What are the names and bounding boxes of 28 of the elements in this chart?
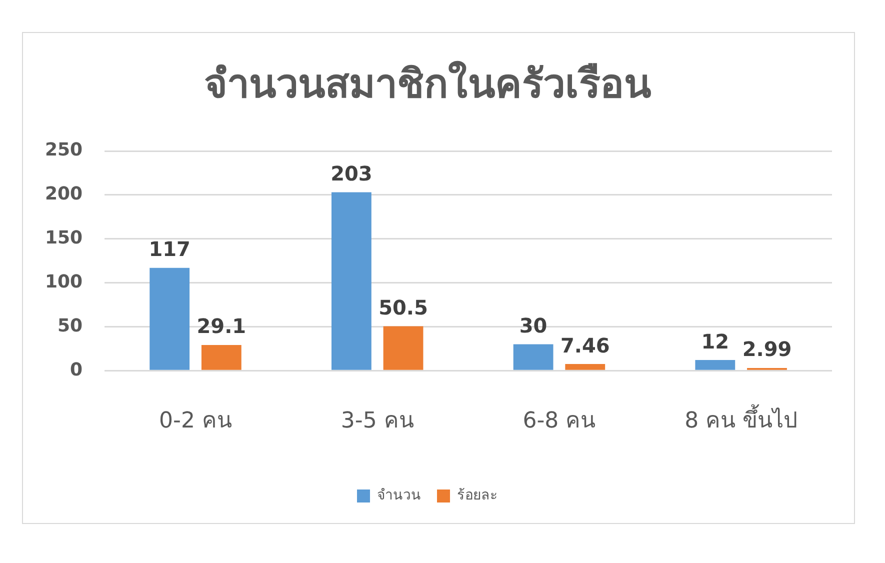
bar xyxy=(150,268,190,370)
bar xyxy=(513,344,554,370)
data-label: 30 xyxy=(519,313,548,338)
y-tick-label: 0 xyxy=(70,359,83,380)
y-tick-label: 150 xyxy=(44,228,83,249)
data-label: 12 xyxy=(701,329,730,354)
bar xyxy=(695,360,736,370)
x-tick-label: 8 คน ขึ้นไป xyxy=(684,404,798,434)
y-tick-label: 50 xyxy=(58,315,83,336)
x-tick-label: 6-8 คน xyxy=(522,408,596,434)
y-tick-label: 250 xyxy=(44,140,83,161)
bar xyxy=(383,326,424,370)
legend-label: ร้อยละ xyxy=(457,488,498,504)
legend-label: จำนวน xyxy=(377,488,421,504)
data-label: 7.46 xyxy=(560,333,610,358)
data-label: 203 xyxy=(330,161,372,186)
x-tick-label: 3-5 คน xyxy=(340,408,414,434)
y-tick-label: 200 xyxy=(44,184,83,205)
bar xyxy=(201,345,242,370)
data-label: 117 xyxy=(148,237,190,262)
y-tick-label: 100 xyxy=(44,271,83,292)
x-tick-label: 0-2 คน xyxy=(159,408,232,434)
data-label: 2.99 xyxy=(742,337,792,362)
data-label: 50.5 xyxy=(378,295,428,320)
bar xyxy=(565,364,606,370)
bar xyxy=(331,192,372,370)
chart-title: จำนวนสมาชิกในครัวเรือน xyxy=(204,60,651,108)
data-label: 29.1 xyxy=(196,314,246,338)
